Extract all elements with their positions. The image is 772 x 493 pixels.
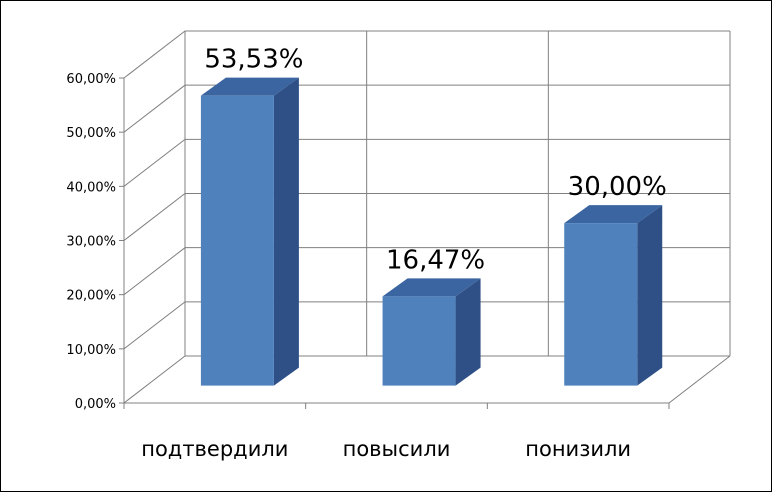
bars-layer	[200, 77, 663, 386]
y-tick-label: 30,00%	[66, 235, 116, 250]
bar-side	[637, 205, 663, 386]
bar-side	[455, 278, 481, 386]
bar-top	[200, 77, 299, 96]
data-label: 16,47%	[386, 245, 485, 275]
x-category-label: подтвердили	[141, 437, 288, 461]
y-tick-label: 10,00%	[66, 343, 116, 358]
y-tick-label: 20,00%	[66, 289, 116, 304]
labels-layer: 0,00% 10,00% 20,00% 30,00% 40,00% 50,00% 60,00…	[66, 45, 666, 461]
data-label: 30,00%	[568, 172, 667, 202]
grid-layer	[119, 30, 731, 409]
y-tick-label: 50,00%	[66, 126, 116, 141]
x-category-label: понизили	[525, 437, 631, 461]
bar-top	[564, 205, 663, 224]
bar-side	[273, 77, 299, 386]
y-tick-label: 60,00%	[66, 72, 116, 87]
bar	[382, 296, 456, 386]
data-label: 53,53%	[204, 45, 303, 75]
y-tick-label: 40,00%	[66, 180, 116, 195]
y-tick-label: 0,00%	[75, 397, 116, 412]
x-category-label: повысили	[343, 437, 451, 461]
bar	[564, 223, 638, 386]
bar	[200, 95, 274, 386]
bar-top	[382, 278, 481, 297]
